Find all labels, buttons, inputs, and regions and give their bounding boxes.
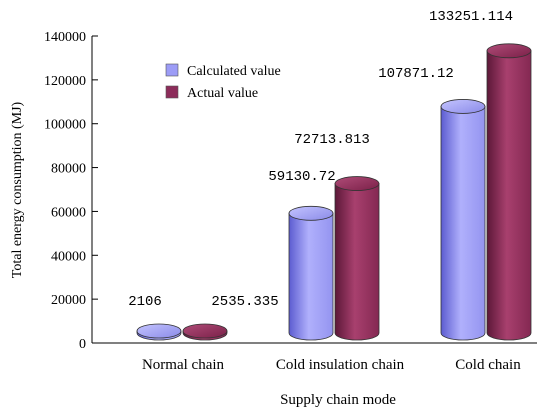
y-tick-label: 40000	[51, 249, 86, 264]
bar-top-actual-2	[486, 43, 532, 59]
data-label: 107871.12	[378, 66, 454, 82]
data-label: 72713.813	[294, 132, 370, 148]
value-label-group: 2106 59130.72 107871.12 2535.335 72713.813 13…	[128, 9, 513, 310]
data-label: 59130.72	[268, 169, 335, 185]
legend: Calculated value Actual value	[165, 63, 281, 101]
x-axis-title: Supply chain mode	[280, 392, 396, 408]
legend-label-actual: Actual value	[187, 86, 258, 101]
bar-top-actual-1	[334, 176, 380, 191]
x-tick-label: Cold insulation chain	[276, 357, 405, 373]
bar-actual-1	[334, 183, 380, 341]
bar-top-actual-0	[182, 323, 228, 339]
y-tick-label: 80000	[51, 162, 86, 177]
x-tick-label: Normal chain	[142, 357, 225, 373]
y-tick-group: 0 20000 40000 60000 80000 100000 120000 140000	[44, 30, 98, 352]
data-label: 2106	[128, 294, 162, 310]
x-tick-group: Normal chain Cold insulation chain Cold ch…	[142, 357, 521, 373]
bar-calculated-2	[440, 106, 486, 341]
legend-label-calculated: Calculated value	[187, 64, 281, 79]
data-label: 133251.114	[429, 9, 513, 25]
y-tick-label: 60000	[51, 205, 86, 220]
bar-top-calculated-1	[288, 205, 334, 221]
bar-top-calculated-0	[136, 323, 182, 339]
y-tick-label: 20000	[51, 293, 86, 308]
data-label: 2535.335	[211, 294, 278, 310]
legend-swatch-calculated	[165, 63, 179, 77]
bars-group	[136, 43, 532, 341]
x-tick-label: Cold chain	[455, 357, 521, 373]
legend-swatch-actual	[165, 85, 179, 99]
y-tick-label: 120000	[44, 74, 86, 89]
bar-calculated-1	[288, 212, 334, 341]
y-tick-label: 100000	[44, 118, 86, 133]
bar-top-calculated-2	[440, 99, 486, 114]
y-tick-label: 0	[79, 337, 86, 352]
y-tick-label: 140000	[44, 30, 86, 45]
bar-actual-2	[486, 50, 532, 341]
y-axis-title: Total energy consumption (MJ)	[10, 101, 25, 278]
